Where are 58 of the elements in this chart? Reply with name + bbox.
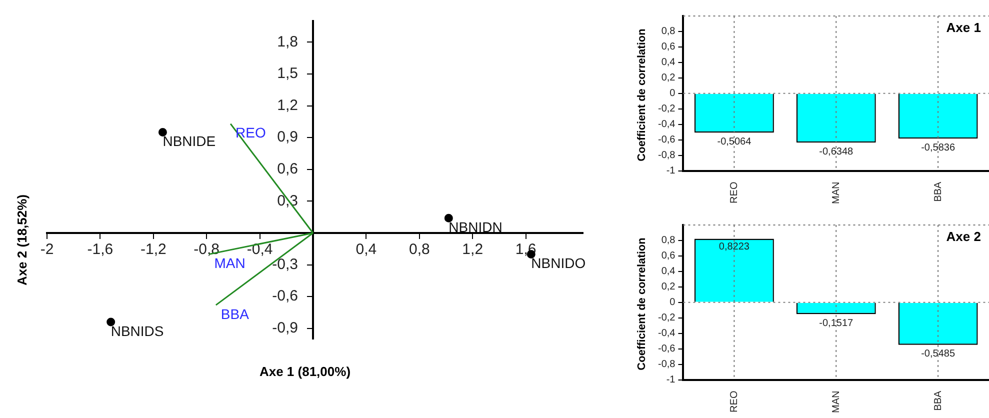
y-tick-label: -0,3 xyxy=(272,256,314,273)
y-tick-label: -1 xyxy=(666,374,676,386)
x-tick-label: MAN xyxy=(830,390,842,414)
y-axis-title: Axe 2 (18,52%) xyxy=(14,194,30,286)
annotation: NBNIDE xyxy=(162,133,216,150)
x-tick-label: REO xyxy=(728,390,740,412)
x-tick-label: 1,2 xyxy=(462,241,484,258)
y-tick-label: -0,4 xyxy=(658,119,676,130)
y-tick-label: -0,2 xyxy=(658,104,676,115)
y-tick-label: -0,6 xyxy=(272,288,314,305)
annotation: NBNIDN xyxy=(448,219,502,236)
x-tick-label: -2 xyxy=(40,241,54,258)
y-tick-label: 0 xyxy=(670,88,676,100)
y-tick-label: -0,8 xyxy=(658,150,676,162)
data-label: -0,6348 xyxy=(819,146,854,158)
y-axis-title: Coefficient de correlation xyxy=(636,28,648,162)
annotation: NBNIDS xyxy=(110,322,164,339)
data-label: -0,5064 xyxy=(717,136,752,148)
y-tick-label: 0,6 xyxy=(661,42,676,53)
x-tick-label: -1,6 xyxy=(87,241,114,258)
y-tick-label: -1 xyxy=(666,166,676,177)
y-axis-title: Coefficient de correlation xyxy=(636,238,648,370)
y-tick-label: -0,8 xyxy=(658,359,676,370)
y-tick-label: -0,9 xyxy=(272,320,314,337)
y-tick-label: 1,2 xyxy=(277,96,314,114)
data-label: -0,1517 xyxy=(819,318,854,329)
x-tick-label: REO xyxy=(728,182,740,204)
series-label: MAN xyxy=(214,255,246,272)
data-label: -0,5836 xyxy=(921,142,956,154)
data-label: 0,8223 xyxy=(718,242,750,252)
y-tick-label: 0,4 xyxy=(661,57,676,68)
chart-title: Axe 1 xyxy=(946,20,981,35)
x-tick-label: BBA xyxy=(932,390,944,411)
x-axis-title: Axe 1 (81,00%) xyxy=(258,364,352,379)
y-tick-label: 0,6 xyxy=(661,250,676,262)
y-tick-label: 0,4 xyxy=(661,266,676,278)
y-tick-label: 0,2 xyxy=(661,282,676,293)
y-tick-label: -0,6 xyxy=(658,134,676,146)
chart-title: Axe 2 xyxy=(946,229,981,244)
x-tick-label: 0,4 xyxy=(356,241,377,258)
data-label: -0,5485 xyxy=(921,348,956,360)
y-tick-label: 0,2 xyxy=(661,72,676,84)
x-tick-label: 0,8 xyxy=(408,241,430,258)
y-tick-label: 1,8 xyxy=(277,33,314,50)
annotation: NBNIDO xyxy=(531,255,586,272)
y-tick-label: -0,6 xyxy=(658,344,676,355)
x-tick-label: -1,2 xyxy=(140,241,166,258)
x-tick-label: BBA xyxy=(932,181,944,202)
y-tick-label: -0,4 xyxy=(658,328,676,340)
y-tick-label: 0,6 xyxy=(277,160,314,178)
y-tick-label: -0,2 xyxy=(658,312,676,324)
series-label: REO xyxy=(236,124,266,141)
x-tick-label: MAN xyxy=(830,182,842,204)
y-tick-label: 1,5 xyxy=(277,65,314,82)
series-label: BBA xyxy=(220,306,250,322)
y-tick-label: 0 xyxy=(670,297,676,308)
y-tick-label: 0,9 xyxy=(277,128,314,146)
y-tick-label: 0,8 xyxy=(661,26,676,38)
